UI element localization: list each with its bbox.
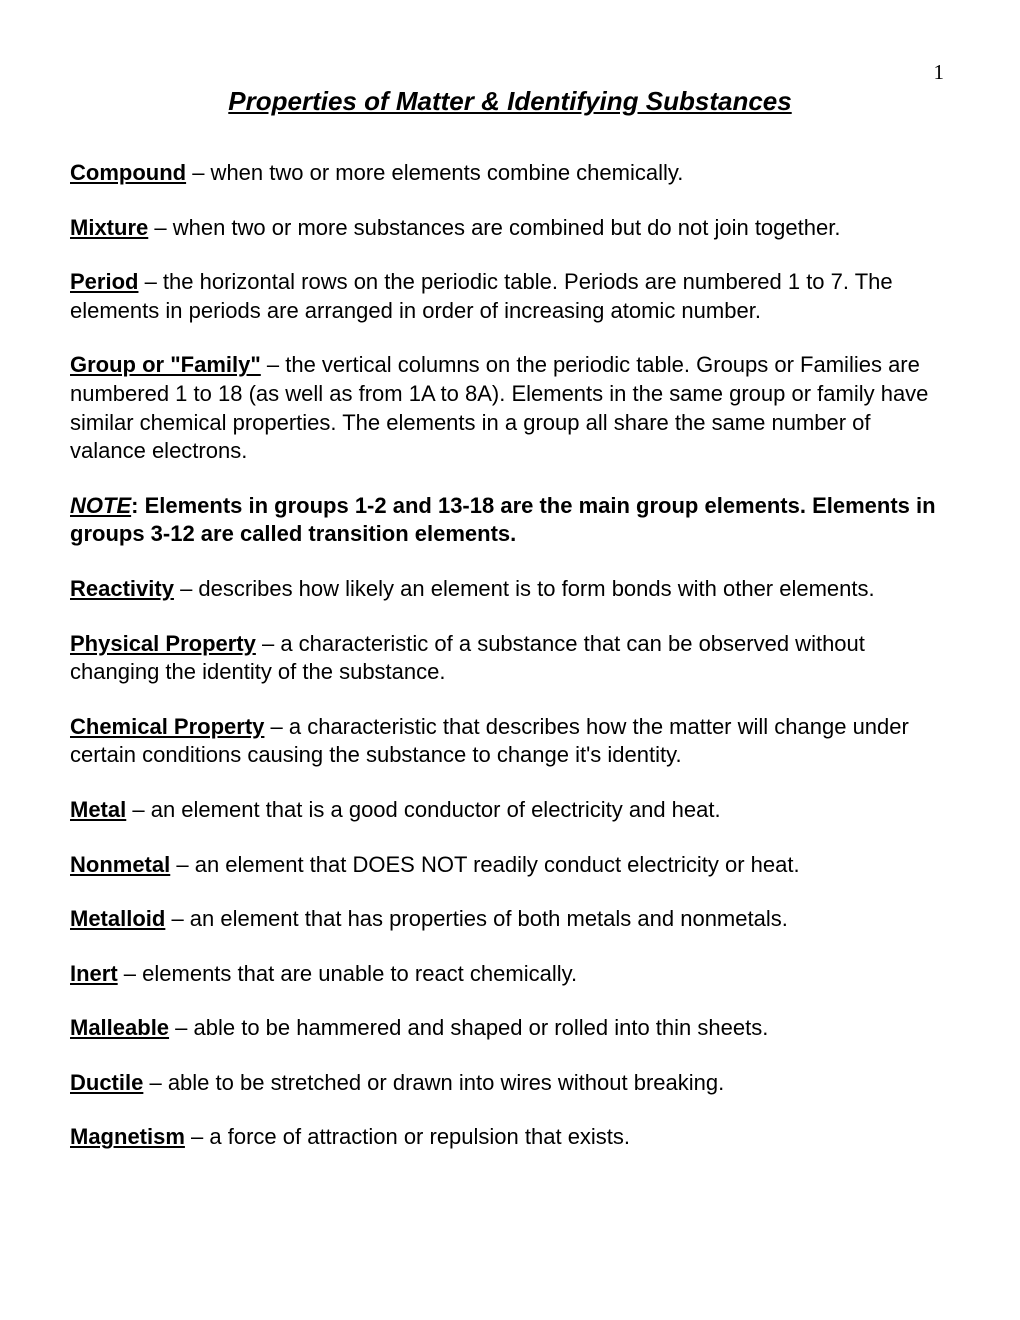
- term-label: Malleable: [70, 1015, 169, 1040]
- term-text: – a force of attraction or repulsion tha…: [185, 1124, 630, 1149]
- term-label: Reactivity: [70, 576, 174, 601]
- term-text: – an element that DOES NOT readily condu…: [170, 852, 799, 877]
- term-label: Mixture: [70, 215, 148, 240]
- term-label: Period: [70, 269, 138, 294]
- term-label: Magnetism: [70, 1124, 185, 1149]
- term-text: – when two or more elements combine chem…: [186, 160, 683, 185]
- definition-ductile: Ductile – able to be stretched or drawn …: [70, 1069, 950, 1098]
- term-text: – the horizontal rows on the periodic ta…: [70, 269, 893, 323]
- note-block: NOTE: Elements in groups 1-2 and 13-18 a…: [70, 492, 950, 549]
- definition-metalloid: Metalloid – an element that has properti…: [70, 905, 950, 934]
- note-label: NOTE: [70, 493, 131, 518]
- term-label: Group or "Family": [70, 352, 261, 377]
- term-text: – able to be hammered and shaped or roll…: [169, 1015, 768, 1040]
- term-text: – able to be stretched or drawn into wir…: [143, 1070, 724, 1095]
- term-label: Metal: [70, 797, 126, 822]
- term-label: Inert: [70, 961, 118, 986]
- term-label: Chemical Property: [70, 714, 264, 739]
- definition-inert: Inert – elements that are unable to reac…: [70, 960, 950, 989]
- definition-physical-property: Physical Property – a characteristic of …: [70, 630, 950, 687]
- definition-chemical-property: Chemical Property – a characteristic tha…: [70, 713, 950, 770]
- term-label: Ductile: [70, 1070, 143, 1095]
- term-text: – describes how likely an element is to …: [174, 576, 875, 601]
- term-label: Metalloid: [70, 906, 165, 931]
- page-title: Properties of Matter & Identifying Subst…: [70, 86, 950, 117]
- term-label: Physical Property: [70, 631, 256, 656]
- definition-compound: Compound – when two or more elements com…: [70, 159, 950, 188]
- definition-nonmetal: Nonmetal – an element that DOES NOT read…: [70, 851, 950, 880]
- definition-magnetism: Magnetism – a force of attraction or rep…: [70, 1123, 950, 1152]
- definition-group: Group or "Family" – the vertical columns…: [70, 351, 950, 465]
- term-text: – elements that are unable to react chem…: [118, 961, 577, 986]
- document-page: 1 Properties of Matter & Identifying Sub…: [0, 0, 1020, 1320]
- term-label: Nonmetal: [70, 852, 170, 877]
- definition-mixture: Mixture – when two or more substances ar…: [70, 214, 950, 243]
- page-number: 1: [934, 60, 945, 85]
- note-body: : Elements in groups 1-2 and 13-18 are t…: [70, 493, 936, 547]
- term-label: Compound: [70, 160, 186, 185]
- definition-reactivity: Reactivity – describes how likely an ele…: [70, 575, 950, 604]
- term-text: – an element that is a good conductor of…: [126, 797, 720, 822]
- definition-malleable: Malleable – able to be hammered and shap…: [70, 1014, 950, 1043]
- definition-period: Period – the horizontal rows on the peri…: [70, 268, 950, 325]
- term-text: – when two or more substances are combin…: [148, 215, 840, 240]
- definition-metal: Metal – an element that is a good conduc…: [70, 796, 950, 825]
- term-text: – an element that has properties of both…: [165, 906, 788, 931]
